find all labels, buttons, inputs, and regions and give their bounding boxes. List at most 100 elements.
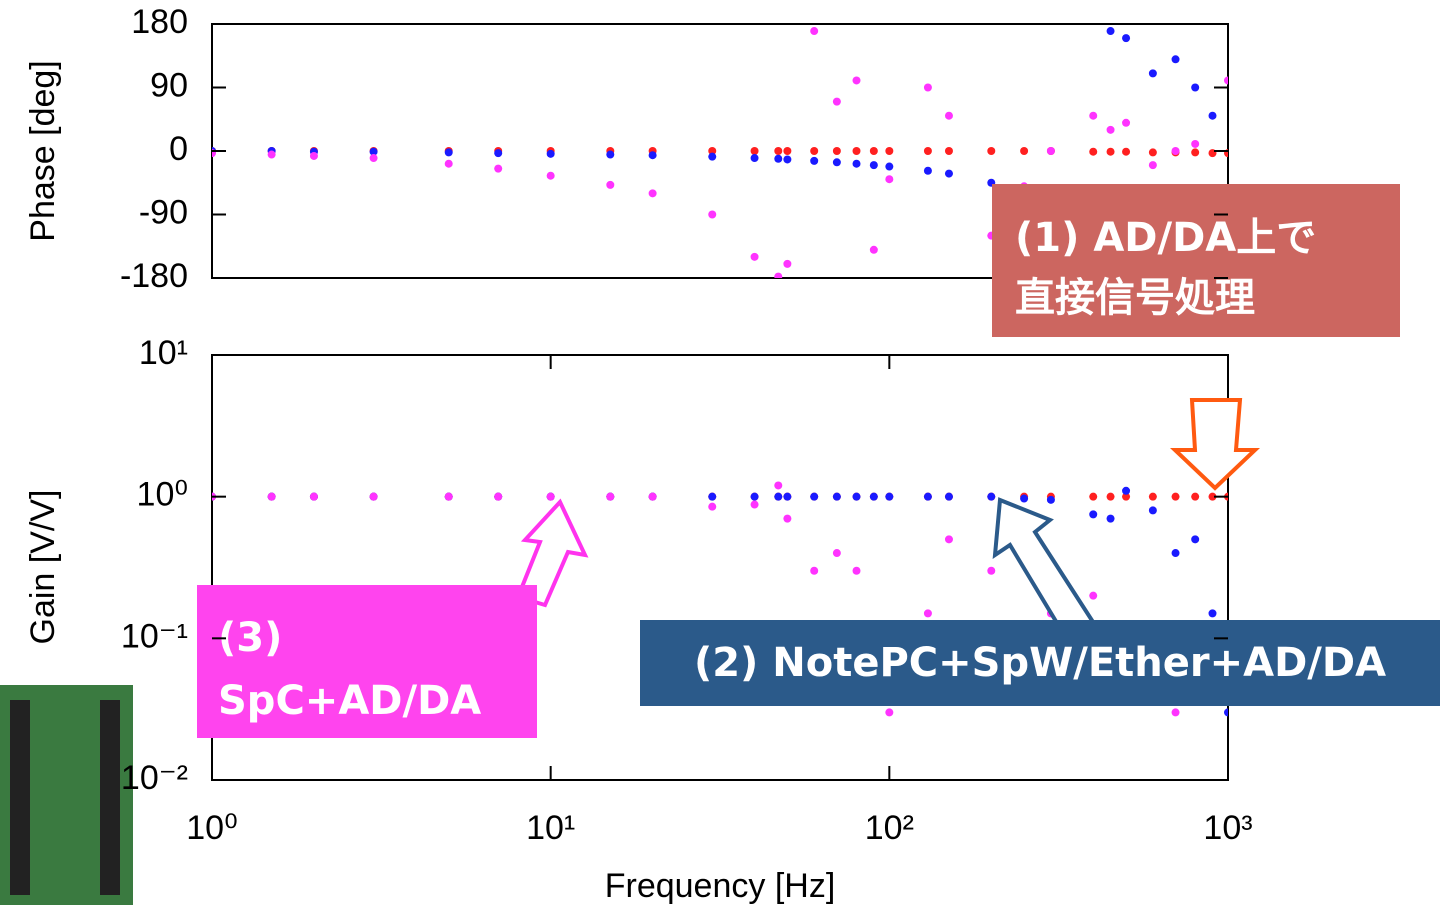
data-point — [708, 502, 717, 511]
plot-frame — [211, 354, 1229, 781]
data-point — [987, 492, 996, 501]
data-point — [750, 492, 759, 501]
data-point — [923, 492, 932, 501]
data-point — [750, 154, 759, 163]
data-point — [1191, 492, 1200, 501]
data-point — [885, 147, 894, 155]
y-tick-label: 10⁻² — [121, 759, 188, 797]
data-point — [369, 154, 378, 163]
data-point — [708, 152, 717, 161]
data-point — [1122, 486, 1131, 495]
data-point — [783, 147, 792, 155]
data-point — [987, 147, 996, 155]
data-point — [1106, 125, 1115, 134]
y-tick-label: 10¹ — [139, 334, 188, 372]
data-point — [944, 535, 953, 544]
data-point — [832, 158, 841, 167]
data-point — [852, 76, 861, 85]
data-point — [1171, 147, 1180, 155]
data-point — [1171, 708, 1180, 717]
data-point — [1148, 161, 1157, 170]
x-tick-label: 10¹ — [526, 809, 575, 847]
data-point — [869, 492, 878, 501]
data-point — [783, 492, 792, 501]
data-point — [885, 175, 894, 184]
data-point — [774, 272, 783, 278]
data-point — [1148, 69, 1157, 78]
data-point — [944, 111, 953, 120]
data-point — [750, 147, 759, 155]
data-point — [1046, 495, 1055, 504]
data-point — [1089, 111, 1098, 120]
data-point — [444, 159, 453, 168]
data-point — [944, 492, 953, 501]
data-point — [708, 147, 717, 155]
data-point — [1020, 147, 1029, 155]
annotation: (2) NotePC+SpW/Ether+AD/DA — [694, 640, 1386, 686]
data-point — [1148, 492, 1157, 501]
data-point — [606, 150, 615, 159]
x-axis-label: Frequency [Hz] — [605, 867, 836, 905]
data-point — [1122, 34, 1131, 43]
data-point — [1106, 27, 1115, 36]
data-point — [987, 566, 996, 575]
data-point — [494, 164, 503, 173]
data-point — [944, 147, 953, 155]
data-point — [1191, 83, 1200, 92]
data-point — [832, 97, 841, 106]
arrow — [992, 497, 1096, 641]
data-point — [648, 151, 657, 160]
data-point — [369, 492, 378, 501]
data-point — [1148, 506, 1157, 515]
y-tick-label: -90 — [139, 193, 188, 231]
data-point — [783, 259, 792, 268]
annotation: (3) — [218, 615, 282, 661]
data-point — [1122, 118, 1131, 127]
data-point — [267, 150, 276, 159]
data-point — [852, 566, 861, 575]
data-point — [1089, 510, 1098, 519]
data-point — [810, 492, 819, 501]
y-axis-label: Gain [V/V] — [24, 490, 62, 645]
data-point — [944, 169, 953, 178]
data-point — [309, 151, 318, 160]
data-point — [606, 492, 615, 501]
annotation: SpC+AD/DA — [218, 678, 481, 724]
data-point — [1148, 148, 1157, 157]
annotation-box — [992, 184, 1400, 337]
y-axis-label: Phase [deg] — [24, 60, 62, 241]
data-point — [1122, 492, 1131, 501]
data-point — [1208, 492, 1217, 501]
data-point — [810, 566, 819, 575]
data-point — [750, 500, 759, 509]
annotation: (1) AD/DA上で — [1015, 215, 1316, 261]
data-point — [546, 171, 555, 180]
data-point — [444, 492, 453, 501]
data-point — [1089, 147, 1098, 156]
x-tick-label: 10² — [865, 809, 914, 847]
data-point — [923, 147, 932, 155]
data-point — [606, 180, 615, 189]
data-point — [774, 492, 783, 501]
data-point — [1122, 147, 1131, 156]
data-point — [546, 492, 555, 501]
data-point — [309, 492, 318, 501]
annotation-box — [640, 620, 1440, 706]
data-point — [885, 162, 894, 171]
data-point — [369, 147, 378, 156]
data-point — [923, 609, 932, 618]
data-point — [923, 83, 932, 92]
y-tick-label: -180 — [120, 257, 188, 295]
data-point — [1106, 492, 1115, 501]
data-point — [885, 708, 894, 717]
annotation: 直接信号処理 — [1015, 275, 1255, 321]
data-point — [708, 210, 717, 219]
data-point — [494, 149, 503, 158]
data-point — [1191, 535, 1200, 544]
data-point — [1089, 492, 1098, 501]
data-point — [1191, 139, 1200, 148]
data-point — [444, 148, 453, 157]
data-point — [1171, 55, 1180, 64]
